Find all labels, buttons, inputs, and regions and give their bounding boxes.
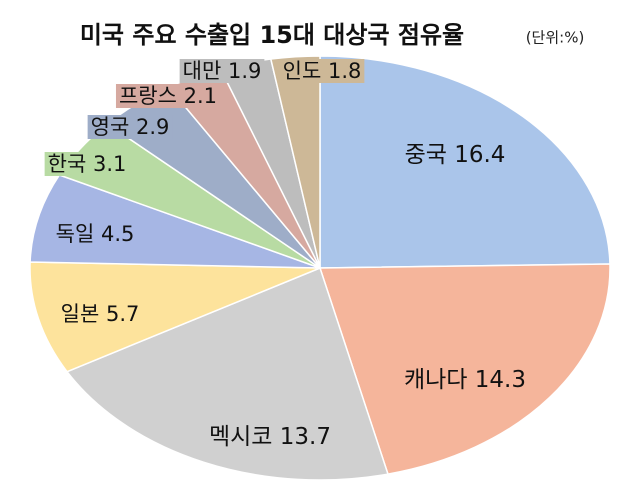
category-label: 캐나다 [404,367,467,393]
slice-label-text: 영국 2.9 [91,115,170,139]
slice-label: 일본 5.7 [57,302,143,326]
label-background [52,222,138,246]
slice-label-text: 인도 1.8 [283,59,362,83]
category-label: 인도 [283,59,322,83]
slice-label-text: 캐나다 14.3 [404,367,526,393]
category-label: 멕시코 [209,424,272,450]
chart-title: 미국 주요 수출입 15대 대상국 점유율 [80,21,464,49]
category-label: 영국 [91,115,130,139]
slice-label-text: 일본 5.7 [61,302,140,326]
slice-label: 한국 3.1 [44,152,130,176]
label-background [44,152,130,176]
label-background [179,59,265,83]
value-label: 3.1 [93,152,126,176]
slice-label-text: 대만 1.9 [183,59,262,83]
slice-label: 프랑스 2.1 [115,84,221,108]
category-label: 일본 [61,302,100,326]
label-background [115,84,221,108]
category-label: 프랑스 [119,84,177,108]
value-label: 2.9 [136,115,169,139]
slice-label: 중국 16.4 [401,141,509,168]
category-label: 중국 [405,142,447,168]
slice-label-text: 한국 3.1 [48,152,127,176]
label-background [401,141,509,168]
slice-label-text: 중국 16.4 [405,142,506,168]
pie-slice [29,261,321,373]
label-background [87,115,173,139]
value-label: 13.7 [280,424,331,450]
label-background [400,366,530,393]
label-background [57,302,143,326]
pie-slice [269,55,321,269]
slice-label: 독일 4.5 [52,222,138,246]
slice-label: 멕시코 13.7 [205,423,335,450]
slice-label-text: 프랑스 2.1 [119,84,217,108]
value-label: 1.8 [328,59,361,83]
category-label: 독일 [56,222,95,246]
value-label: 14.3 [475,367,526,393]
slice-label-text: 독일 4.5 [56,222,135,246]
category-label: 대만 [183,59,222,83]
chart-subtitle: (단위:%) [526,29,585,47]
slice-label: 인도 1.8 [279,59,365,83]
value-label: 16.4 [454,142,505,168]
value-label: 1.9 [228,59,261,83]
label-background [279,59,365,83]
value-label: 2.1 [184,84,217,108]
slice-label: 대만 1.9 [179,59,265,83]
slice-label-text: 멕시코 13.7 [209,424,331,450]
value-label: 5.7 [106,302,139,326]
slice-label: 캐나다 14.3 [400,366,530,393]
label-background [205,423,335,450]
category-label: 한국 [48,152,87,176]
value-label: 4.5 [101,222,134,246]
slice-label: 영국 2.9 [87,115,173,139]
